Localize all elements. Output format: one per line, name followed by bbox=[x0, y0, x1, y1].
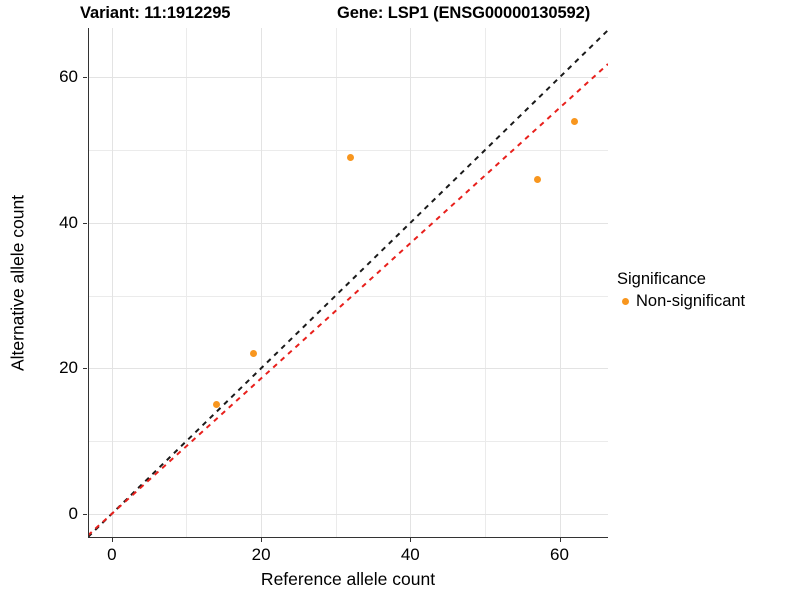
x-axis-title: Reference allele count bbox=[260, 569, 436, 589]
data-point[interactable] bbox=[533, 175, 541, 183]
point-marker-icon bbox=[617, 293, 634, 310]
x-axis-tick bbox=[111, 538, 113, 542]
gridline-horizontal-major bbox=[88, 513, 608, 515]
x-axis-tick bbox=[261, 538, 263, 542]
x-axis-tick bbox=[410, 538, 412, 542]
variant-title: Variant: 11:1912295 bbox=[80, 4, 231, 22]
plot-panel bbox=[88, 28, 608, 537]
x-axis-tick-label: 60 bbox=[550, 545, 569, 564]
gridline-horizontal-minor bbox=[88, 150, 608, 152]
gridline-vertical-minor bbox=[186, 28, 188, 537]
identity-line bbox=[88, 29, 608, 537]
x-axis-tick-label: 40 bbox=[400, 545, 420, 564]
y-axis-tick bbox=[83, 368, 87, 370]
gridline-horizontal-minor bbox=[88, 295, 608, 297]
gridline-vertical-major bbox=[410, 28, 412, 537]
legend-title: Significance bbox=[617, 270, 706, 288]
legend-swatch bbox=[622, 298, 629, 305]
x-axis-tick bbox=[559, 538, 561, 542]
legend: Significance Non-significant bbox=[617, 270, 792, 311]
data-point[interactable] bbox=[212, 401, 220, 409]
plot-title-row: Variant: 11:1912295 Gene: LSP1 (ENSG0000… bbox=[0, 4, 800, 28]
legend-items: Non-significant bbox=[617, 292, 792, 311]
gridline-horizontal-major bbox=[88, 368, 608, 370]
x-axis-line bbox=[88, 537, 608, 538]
y-axis-tick-label: 40 bbox=[59, 212, 78, 232]
y-axis-tick bbox=[83, 513, 87, 515]
gene-title: Gene: LSP1 (ENSG00000130592) bbox=[337, 4, 591, 22]
reference-lines-group bbox=[88, 29, 608, 537]
y-axis-tick bbox=[83, 222, 87, 224]
gridline-vertical-minor bbox=[335, 28, 337, 537]
data-point[interactable] bbox=[570, 117, 578, 125]
y-axis-title: Alternative allele count bbox=[7, 194, 28, 372]
gridline-vertical-major bbox=[261, 28, 263, 537]
x-axis-tick-label: 0 bbox=[107, 545, 117, 564]
gridline-vertical-major bbox=[111, 28, 113, 537]
legend-item[interactable]: Non-significant bbox=[617, 292, 792, 311]
x-axis-tick-label: 20 bbox=[251, 545, 271, 564]
y-axis-tick-label: 60 bbox=[59, 67, 78, 87]
expected-ratio-line bbox=[88, 63, 608, 537]
gridline-horizontal-major bbox=[88, 222, 608, 224]
y-axis-line bbox=[88, 28, 89, 538]
gridline-horizontal-minor bbox=[88, 441, 608, 443]
y-axis-tick-label: 0 bbox=[68, 503, 78, 523]
y-axis-tick-label: 20 bbox=[59, 358, 78, 378]
data-point[interactable] bbox=[347, 153, 355, 161]
gridline-vertical-minor bbox=[484, 28, 486, 537]
y-axis-tick bbox=[83, 77, 87, 79]
data-point[interactable] bbox=[250, 350, 258, 358]
gridline-horizontal-major bbox=[88, 77, 608, 79]
gridline-vertical-major bbox=[559, 28, 561, 537]
legend-item-label: Non-significant bbox=[636, 292, 746, 310]
